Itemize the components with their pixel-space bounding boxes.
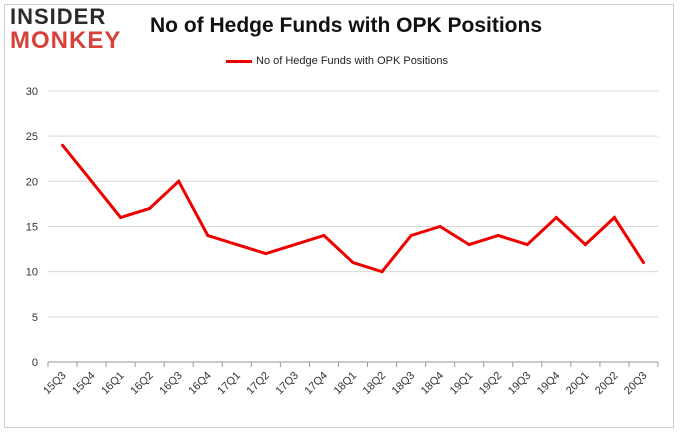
data-point-16Q3 (177, 179, 181, 183)
data-point-19Q4 (554, 215, 558, 219)
x-tick-label-15Q4: 15Q4 (70, 370, 98, 398)
x-tick-label-20Q2: 20Q2 (593, 370, 621, 398)
y-tick-label-20: 20 (26, 176, 38, 188)
data-point-15Q3 (61, 143, 65, 147)
chart-legend: No of Hedge Funds with OPK Positions (226, 54, 448, 68)
data-point-16Q2 (148, 206, 152, 210)
data-point-19Q2 (496, 234, 500, 238)
data-point-20Q2 (612, 215, 616, 219)
x-tick-label-16Q4: 16Q4 (186, 370, 214, 398)
legend-label: No of Hedge Funds with OPK Positions (256, 55, 448, 67)
x-tick-label-15Q3: 15Q3 (41, 370, 69, 398)
x-tick-label-17Q3: 17Q3 (274, 370, 302, 398)
data-point-18Q3 (409, 234, 413, 238)
data-point-15Q4 (90, 179, 94, 183)
y-tick-label-25: 25 (26, 131, 38, 143)
y-tick-label-0: 0 (32, 357, 38, 369)
y-tick-label-15: 15 (26, 222, 38, 234)
legend-swatch (226, 59, 252, 63)
insider-monkey-logo: INSIDER MONKEY (10, 6, 126, 56)
x-tick-label-17Q1: 17Q1 (215, 370, 243, 398)
x-tick-label-19Q1: 19Q1 (448, 370, 476, 398)
x-tick-label-16Q2: 16Q2 (128, 370, 156, 398)
x-tick-label-18Q4: 18Q4 (419, 370, 447, 398)
x-tick-label-20Q3: 20Q3 (622, 370, 650, 398)
y-tick-label-30: 30 (26, 86, 38, 98)
x-tick-label-19Q3: 19Q3 (506, 370, 534, 398)
data-point-17Q4 (322, 234, 326, 238)
data-point-20Q1 (583, 243, 587, 247)
y-tick-label-10: 10 (26, 267, 38, 279)
data-point-18Q4 (438, 225, 442, 228)
x-tick-label-17Q4: 17Q4 (303, 370, 331, 398)
x-tick-label-18Q2: 18Q2 (361, 370, 389, 398)
x-tick-label-19Q4: 19Q4 (535, 370, 563, 398)
data-point-17Q1 (235, 243, 239, 247)
x-tick-label-16Q3: 16Q3 (157, 370, 185, 398)
y-tick-label-5: 5 (32, 312, 38, 324)
data-point-20Q3 (641, 261, 645, 265)
logo-line2: MONKEY (10, 27, 122, 54)
data-point-18Q1 (351, 261, 355, 265)
chart-title: No of Hedge Funds with OPK Positions (150, 14, 542, 37)
data-point-18Q2 (380, 270, 384, 274)
x-tick-label-19Q2: 19Q2 (477, 370, 505, 398)
data-point-16Q4 (206, 234, 210, 238)
x-tick-label-20Q1: 20Q1 (564, 370, 592, 398)
data-point-19Q3 (525, 243, 529, 247)
data-point-17Q2 (264, 252, 268, 256)
x-tick-label-16Q1: 16Q1 (99, 370, 127, 398)
x-tick-label-18Q1: 18Q1 (332, 370, 360, 398)
logo-line1: INSIDER (10, 4, 107, 29)
data-point-19Q1 (467, 243, 471, 247)
data-point-16Q1 (119, 215, 123, 219)
x-tick-label-17Q2: 17Q2 (244, 370, 272, 398)
data-point-17Q3 (293, 243, 297, 247)
x-tick-label-18Q3: 18Q3 (390, 370, 418, 398)
